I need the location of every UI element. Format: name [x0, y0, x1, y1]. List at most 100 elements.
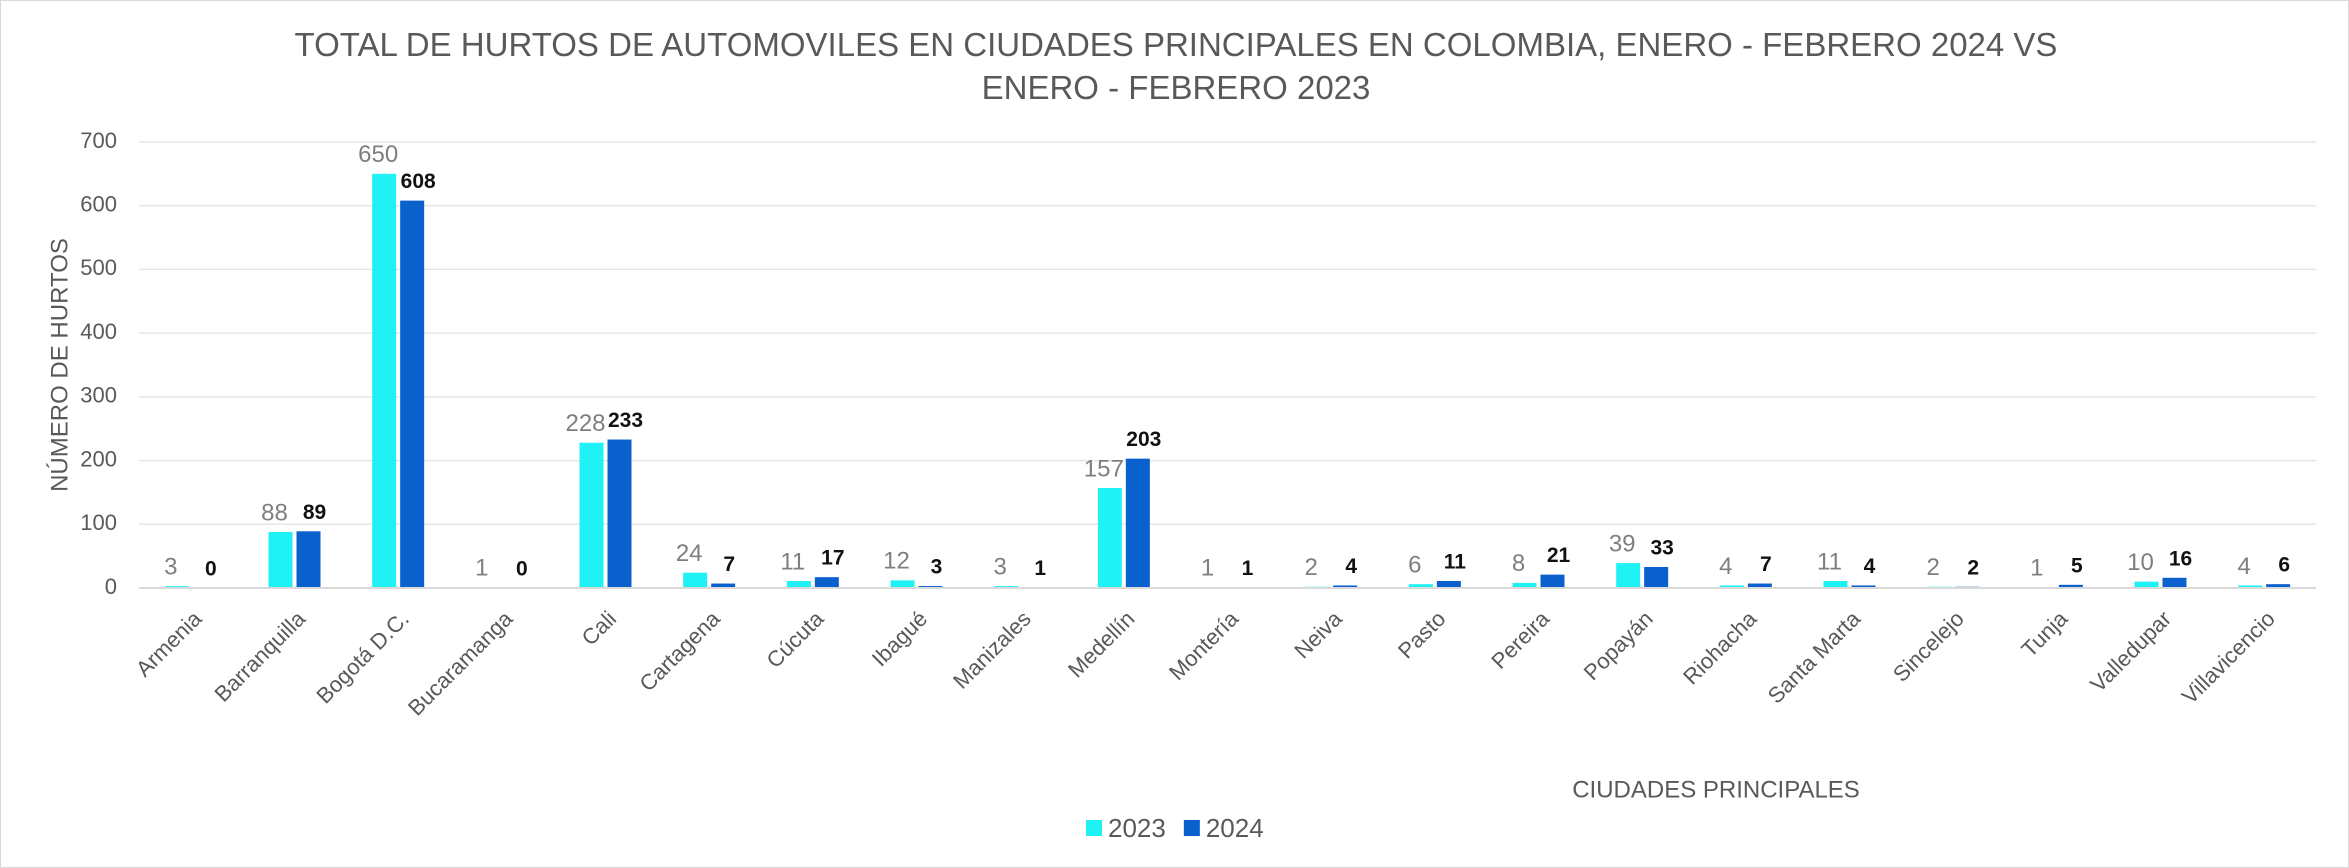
- x-tick-label: Sincelejo: [1888, 606, 1969, 687]
- x-tick-label: Medellín: [1063, 606, 1139, 682]
- y-tick-label: 400: [80, 319, 117, 344]
- data-label: 4: [2237, 553, 2250, 580]
- legend-swatch: [1086, 820, 1102, 836]
- bar: [1097, 487, 1122, 588]
- data-label: 203: [1126, 428, 1161, 451]
- x-tick-label: Pereira: [1486, 605, 1554, 673]
- data-label: 33: [1650, 537, 1673, 560]
- data-label: 17: [821, 547, 844, 570]
- y-tick-label: 500: [80, 255, 117, 280]
- data-label: 4: [1719, 553, 1732, 580]
- x-tick-label: Cúcuta: [762, 605, 830, 673]
- data-label: 16: [2169, 547, 2192, 570]
- bar: [2238, 585, 2263, 588]
- bar: [2266, 584, 2291, 588]
- x-tick-label: Barranquilla: [209, 605, 310, 706]
- data-label: 7: [723, 553, 735, 576]
- x-axis-label: CIUDADES PRINCIPALES: [1572, 776, 1860, 803]
- bar: [1333, 585, 1358, 588]
- data-label: 24: [676, 540, 703, 567]
- data-label: 1: [1201, 555, 1214, 582]
- bar: [786, 580, 811, 588]
- bar: [1719, 585, 1744, 588]
- data-label: 228: [565, 410, 605, 437]
- legend-label: 2023: [1108, 813, 1166, 843]
- bar: [579, 442, 604, 588]
- data-label: 21: [1547, 544, 1571, 567]
- bar: [2162, 577, 2187, 588]
- y-tick-label: 700: [80, 128, 117, 153]
- data-label: 608: [401, 170, 436, 193]
- x-tick-label: Pasto: [1393, 606, 1450, 663]
- data-label: 650: [358, 141, 398, 168]
- data-label: 1: [1034, 557, 1046, 580]
- data-label: 10: [2127, 549, 2154, 576]
- bar: [1823, 580, 1848, 588]
- x-tick-label: Popayán: [1579, 606, 1658, 685]
- y-tick-label: 200: [80, 446, 117, 471]
- bar: [1436, 580, 1461, 588]
- x-tick-label: Manizales: [948, 606, 1036, 694]
- x-tick-label: Neiva: [1289, 605, 1347, 663]
- bar: [711, 583, 736, 588]
- x-tick-label: Riohacha: [1678, 605, 1762, 689]
- x-tick-label: Tunja: [2016, 605, 2073, 662]
- data-label: 39: [1609, 530, 1636, 557]
- bar: [1125, 458, 1150, 588]
- bar: [1512, 582, 1537, 588]
- bar: [607, 439, 632, 588]
- data-label: 11: [780, 548, 805, 575]
- data-label: 11: [1817, 548, 1842, 575]
- data-label: 2: [1304, 554, 1317, 581]
- data-label: 0: [205, 558, 217, 581]
- bar: [296, 531, 321, 588]
- data-label: 11: [1444, 551, 1467, 574]
- bar: [814, 577, 839, 588]
- x-tick-label: Valledupar: [2085, 606, 2176, 697]
- data-label: 4: [1864, 555, 1876, 578]
- data-label: 1: [1242, 557, 1254, 580]
- data-label: 88: [261, 499, 288, 526]
- legend-label: 2024: [1206, 813, 1264, 843]
- data-label: 3: [164, 553, 177, 580]
- x-tick-label: Montería: [1164, 605, 1244, 685]
- bar: [400, 200, 425, 589]
- y-tick-label: 300: [80, 383, 117, 408]
- data-label: 3: [931, 556, 943, 579]
- bar: [1408, 584, 1433, 588]
- bar: [683, 572, 708, 588]
- bar: [2134, 581, 2159, 588]
- data-label: 6: [2278, 554, 2290, 577]
- data-label: 2: [1926, 554, 1939, 581]
- data-label: 233: [608, 409, 643, 432]
- data-label: 0: [516, 558, 528, 581]
- y-tick-label: 600: [80, 192, 117, 217]
- x-tick-label: Armenia: [131, 605, 207, 681]
- data-label: 157: [1084, 455, 1124, 482]
- x-tick-label: Santa Marta: [1763, 605, 1866, 708]
- data-label: 1: [2030, 555, 2043, 582]
- data-label: 5: [2071, 554, 2083, 577]
- x-tick-label: Cartagena: [634, 605, 725, 696]
- bar: [1644, 566, 1669, 588]
- chart-title: TOTAL DE HURTOS DE AUTOMOVILES EN CIUDAD…: [294, 26, 2058, 106]
- data-label: 6: [1408, 552, 1421, 579]
- y-tick-label: 100: [80, 510, 117, 535]
- x-tick-label: Villavicencio: [2177, 606, 2280, 709]
- x-tick-label: Bogotá D.C.: [311, 606, 413, 708]
- bar: [372, 173, 397, 588]
- bar: [1616, 563, 1641, 588]
- x-tick-label: Cali: [577, 606, 621, 650]
- bar: [1851, 585, 1876, 588]
- y-tick-label: 0: [105, 574, 117, 599]
- data-label: 4: [1345, 555, 1357, 578]
- bar: [1747, 583, 1772, 588]
- x-tick-label: Bucaramanga: [403, 605, 518, 720]
- data-label: 12: [883, 548, 910, 575]
- y-axis-label: NÚMERO DE HURTOS: [46, 238, 73, 492]
- bar: [890, 580, 915, 588]
- data-label: 8: [1512, 550, 1525, 577]
- bar: [2058, 584, 2083, 588]
